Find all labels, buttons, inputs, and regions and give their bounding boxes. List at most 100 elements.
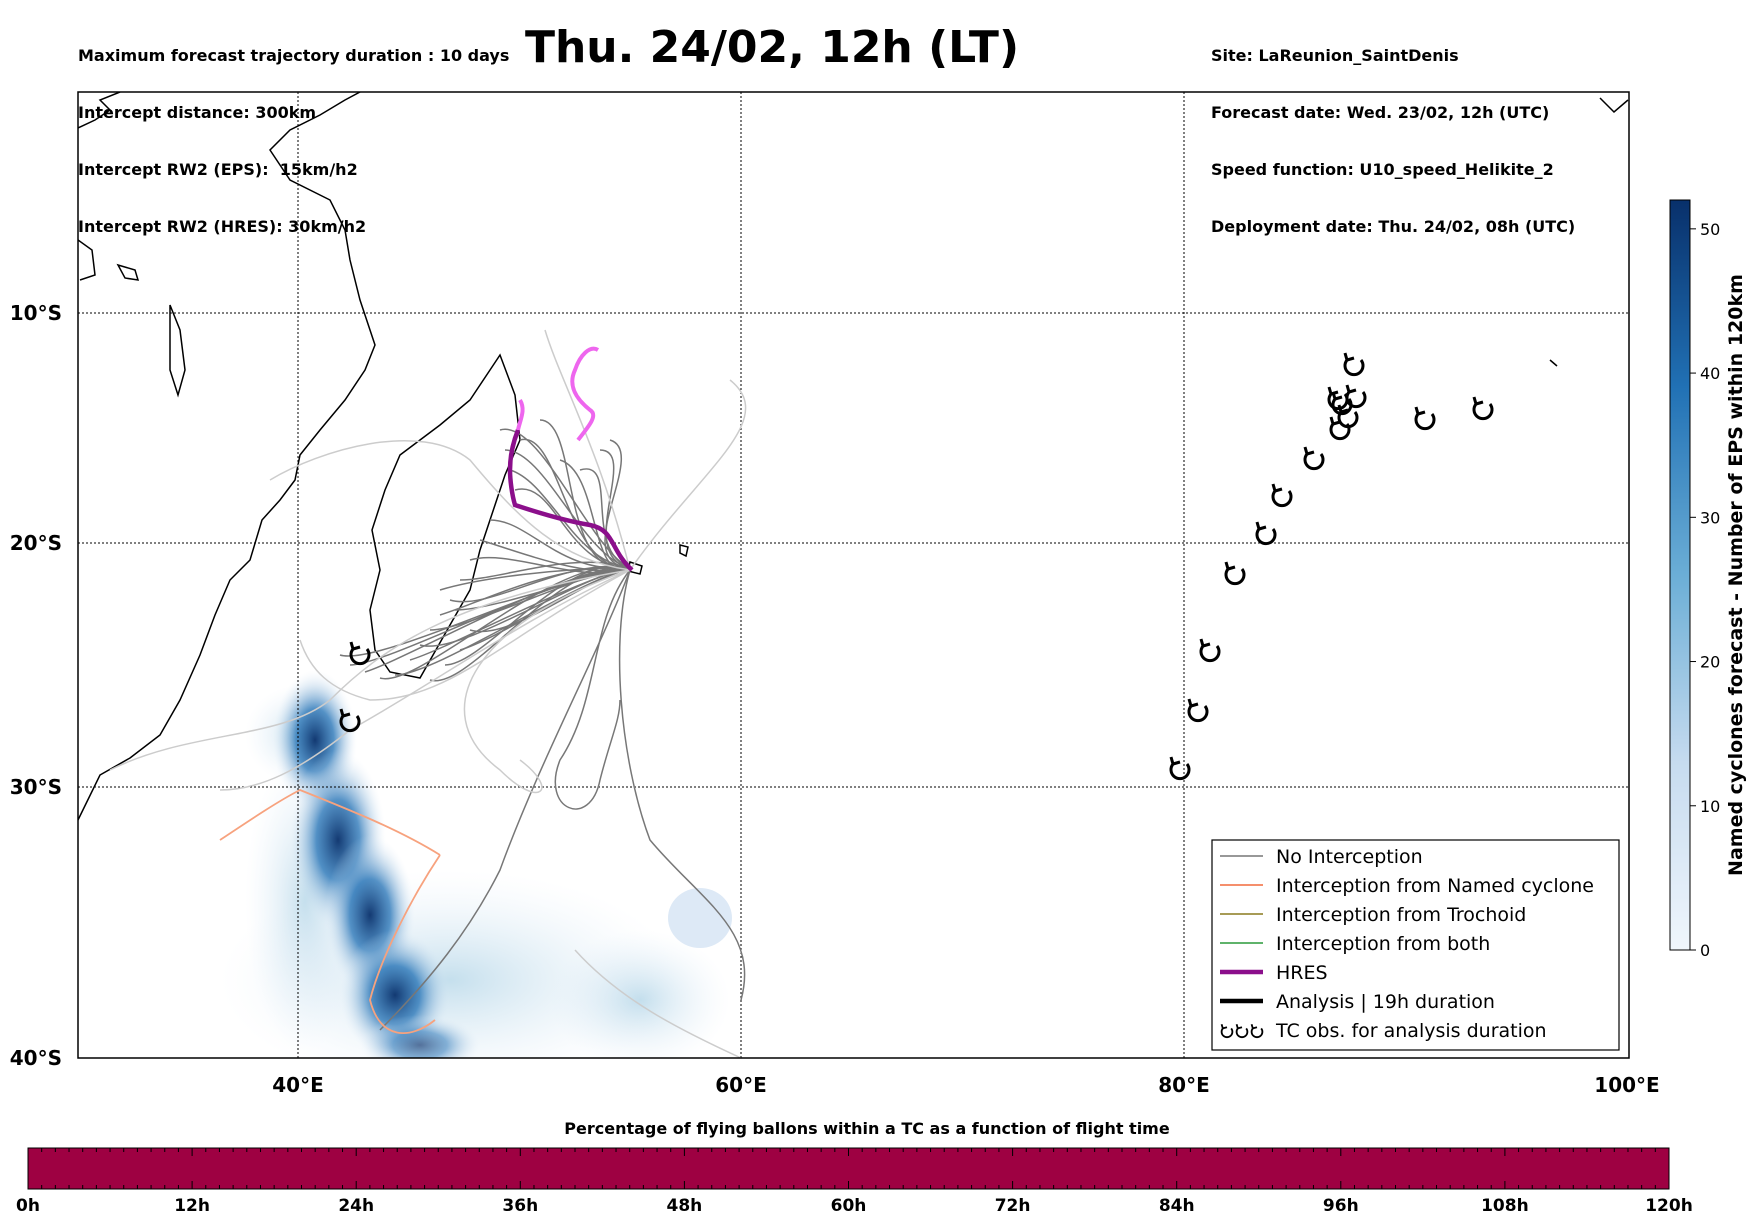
lat-label-30s: 30°S bbox=[10, 775, 62, 799]
flight-time-tick-label: 120h bbox=[1645, 1196, 1693, 1216]
colorbar-tick-label: 10 bbox=[1700, 797, 1720, 816]
eps-cyclone-density bbox=[220, 670, 732, 1058]
ensemble-trajectory bbox=[444, 565, 631, 666]
flight-time-tick-label: 60h bbox=[831, 1196, 867, 1216]
info-line-forecast-date: Forecast date: Wed. 23/02, 12h (UTC) bbox=[1211, 103, 1550, 122]
tc-observation-icon bbox=[1345, 383, 1367, 409]
site-parameters: Site: LaReunion_SaintDenis Forecast date… bbox=[1211, 8, 1575, 255]
madagascar-coast bbox=[369, 353, 521, 679]
lat-label-40s: 40°S bbox=[10, 1046, 62, 1070]
flight-time-tick-label: 84h bbox=[1159, 1196, 1195, 1216]
info-line-rw2-hres: Intercept RW2 (HRES): 30km/h2 bbox=[78, 217, 367, 236]
info-line-rw2-eps: Intercept RW2 (EPS): 15km/h2 bbox=[78, 160, 358, 179]
ensemble-trajectory bbox=[439, 567, 631, 591]
coastlines bbox=[78, 92, 1629, 821]
tc-observation-icon bbox=[1255, 520, 1277, 546]
map-title-wrapper: Thu. 24/02, 12h (LT) bbox=[0, 22, 1754, 73]
lake-malawi bbox=[116, 263, 140, 281]
island-north-east bbox=[1599, 97, 1629, 114]
legend-tc-obs: TC obs. for analysis duration bbox=[1275, 1020, 1547, 1042]
legend-hres: HRES bbox=[1276, 962, 1328, 984]
lon-label-100e: 100°E bbox=[1594, 1073, 1659, 1097]
map-frame bbox=[77, 91, 1630, 1059]
flight-time-tick-label: 48h bbox=[667, 1196, 703, 1216]
info-line-duration: Maximum forecast trajectory duration : 1… bbox=[78, 46, 510, 65]
tc-observation-icon bbox=[1187, 697, 1209, 723]
ensemble-trajectory bbox=[504, 449, 631, 569]
africa-coast bbox=[78, 92, 376, 821]
tc-observation-symbols bbox=[339, 351, 1494, 781]
legend-both: Interception from both bbox=[1276, 933, 1490, 955]
colorbar-tick-label: 30 bbox=[1700, 508, 1720, 527]
tc-observation-icon bbox=[1303, 445, 1325, 471]
flight-time-tick-label: 24h bbox=[338, 1196, 374, 1216]
colorbar-tick-label: 0 bbox=[1700, 941, 1710, 960]
colorbar-tick-label: 40 bbox=[1700, 364, 1720, 383]
lon-label-60e: 60°E bbox=[715, 1073, 767, 1097]
forecast-parameters: Maximum forecast trajectory duration : 1… bbox=[78, 8, 509, 255]
flight-time-tick-label: 108h bbox=[1481, 1196, 1529, 1216]
colorbar-title: Named cyclones forecast - Number of EPS … bbox=[1725, 274, 1747, 876]
tc-observation-icon bbox=[1343, 351, 1365, 377]
map-legend: No Interception Interception from Named … bbox=[1211, 839, 1620, 1051]
lake-victoria bbox=[78, 239, 96, 281]
legend-trochoid: Interception from Trochoid bbox=[1276, 904, 1526, 926]
tc-observation-icon bbox=[349, 640, 371, 666]
density-colorbar-scale bbox=[1669, 199, 1691, 951]
island-east bbox=[1549, 359, 1558, 367]
info-line-speed-function: Speed function: U10_speed_Helikite_2 bbox=[1211, 160, 1554, 179]
lon-label-80e: 80°E bbox=[1158, 1073, 1210, 1097]
legend-named-cyclone: Interception from Named cyclone bbox=[1276, 875, 1594, 897]
flight-time-tick-label: 12h bbox=[174, 1196, 210, 1216]
ensemble-trajectory bbox=[349, 567, 631, 666]
lat-label-20s: 20°S bbox=[10, 531, 62, 555]
ensemble-trajectory bbox=[618, 569, 746, 1001]
flight-time-tick-label: 96h bbox=[1323, 1196, 1359, 1216]
tc-observation-icon bbox=[1169, 755, 1191, 781]
flight-time-bar: Percentage of flying ballons within a TC… bbox=[16, 1119, 1693, 1216]
map-title: Thu. 24/02, 12h (LT) bbox=[524, 22, 1020, 73]
info-line-distance: Intercept distance: 300km bbox=[78, 103, 317, 122]
ensemble-trajectory bbox=[554, 569, 631, 810]
colorbar-ticks: 0 10 20 30 40 50 bbox=[1690, 220, 1720, 960]
hres-trajectory bbox=[507, 346, 634, 572]
info-line-site: Site: LaReunion_SaintDenis bbox=[1211, 46, 1459, 65]
flight-time-tick-labels: 0h 12h 24h 36h 48h 60h 72h 84h 96h 108h 120h bbox=[16, 1196, 1693, 1216]
ensemble-trajectory bbox=[379, 569, 631, 1031]
no-interception-trajectories bbox=[339, 419, 746, 1031]
density-colorbar: 0 10 20 30 40 50 Named cyclones forecast - Nu… bbox=[1669, 199, 1747, 960]
ensemble-trajectory bbox=[604, 439, 631, 569]
colorbar-tick-label: 50 bbox=[1700, 220, 1720, 239]
tc-observation-icon bbox=[1199, 637, 1221, 663]
legend-no-interception: No Interception bbox=[1276, 846, 1423, 868]
ensemble-trajectory bbox=[579, 468, 631, 569]
map-area bbox=[78, 92, 1629, 1058]
flight-time-tick-label: 36h bbox=[502, 1196, 538, 1216]
tc-observation-icon bbox=[1414, 405, 1436, 431]
northwest-coast bbox=[78, 92, 121, 129]
info-line-deployment-date: Deployment date: Thu. 24/02, 08h (UTC) bbox=[1211, 217, 1576, 236]
ensemble-trajectory bbox=[599, 449, 631, 569]
flight-time-tick-label: 0h bbox=[16, 1196, 40, 1216]
named-cyclone-interceptions bbox=[219, 789, 441, 1034]
ensemble-trajectory bbox=[519, 438, 631, 569]
legend-box bbox=[1211, 839, 1620, 1051]
flight-time-tick-marks bbox=[27, 1148, 1670, 1189]
ensemble-trajectory bbox=[339, 567, 631, 657]
colorbar-tick-label: 20 bbox=[1700, 653, 1720, 672]
flight-time-tick-label: 72h bbox=[995, 1196, 1031, 1216]
mauritius-island bbox=[679, 544, 689, 558]
ensemble-trajectory bbox=[429, 566, 631, 682]
lon-label-40e: 40°E bbox=[272, 1073, 324, 1097]
ensemble-trajectory bbox=[454, 567, 631, 611]
tc-observation-icon bbox=[1472, 395, 1494, 421]
tc-observation-icon bbox=[1224, 560, 1246, 586]
lat-label-10s: 10°S bbox=[10, 301, 62, 325]
map-gridlines bbox=[78, 92, 1629, 1058]
flight-time-title: Percentage of flying ballons within a TC… bbox=[564, 1119, 1170, 1138]
legend-analysis: Analysis | 19h duration bbox=[1276, 991, 1495, 1013]
lake-tanganyika bbox=[169, 304, 186, 398]
light-trajectories bbox=[109, 329, 747, 1058]
tc-observation-icon bbox=[1271, 482, 1293, 508]
